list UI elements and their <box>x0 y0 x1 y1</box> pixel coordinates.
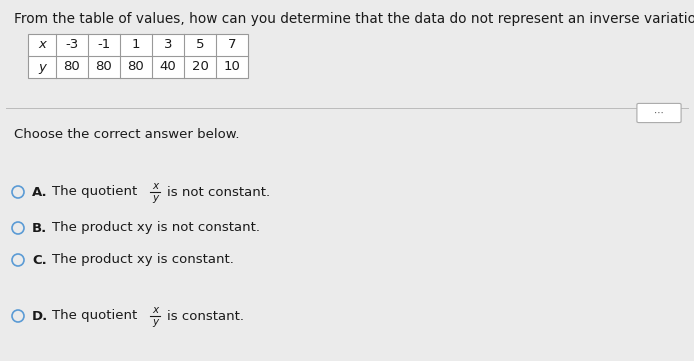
Text: x: x <box>152 305 158 315</box>
Text: B.: B. <box>32 222 47 235</box>
Text: 80: 80 <box>64 61 81 74</box>
Text: 40: 40 <box>160 61 176 74</box>
Text: y: y <box>152 193 158 203</box>
FancyBboxPatch shape <box>637 103 681 123</box>
Text: 5: 5 <box>196 39 204 52</box>
Text: 80: 80 <box>128 61 144 74</box>
Text: x: x <box>152 181 158 191</box>
Text: From the table of values, how can you determine that the data do not represent a: From the table of values, how can you de… <box>14 12 694 26</box>
Text: ⋯: ⋯ <box>654 108 664 118</box>
Text: 20: 20 <box>192 61 208 74</box>
Text: The quotient: The quotient <box>52 309 137 322</box>
Text: The quotient: The quotient <box>52 186 137 199</box>
Bar <box>28 34 248 78</box>
Text: C.: C. <box>32 253 46 266</box>
Text: is not constant.: is not constant. <box>167 186 270 199</box>
Text: 80: 80 <box>96 61 112 74</box>
Text: is constant.: is constant. <box>167 309 244 322</box>
Text: y: y <box>152 317 158 327</box>
Text: A.: A. <box>32 186 48 199</box>
Text: D.: D. <box>32 309 49 322</box>
Text: x: x <box>38 39 46 52</box>
Text: -1: -1 <box>97 39 110 52</box>
Text: 1: 1 <box>132 39 140 52</box>
Text: y: y <box>38 61 46 74</box>
Text: The product xy is constant.: The product xy is constant. <box>52 253 234 266</box>
Text: -3: -3 <box>65 39 78 52</box>
Text: 7: 7 <box>228 39 236 52</box>
Text: The product xy is not constant.: The product xy is not constant. <box>52 222 260 235</box>
Text: 10: 10 <box>223 61 240 74</box>
Text: Choose the correct answer below.: Choose the correct answer below. <box>14 128 239 141</box>
Text: 3: 3 <box>164 39 172 52</box>
Bar <box>28 34 248 78</box>
